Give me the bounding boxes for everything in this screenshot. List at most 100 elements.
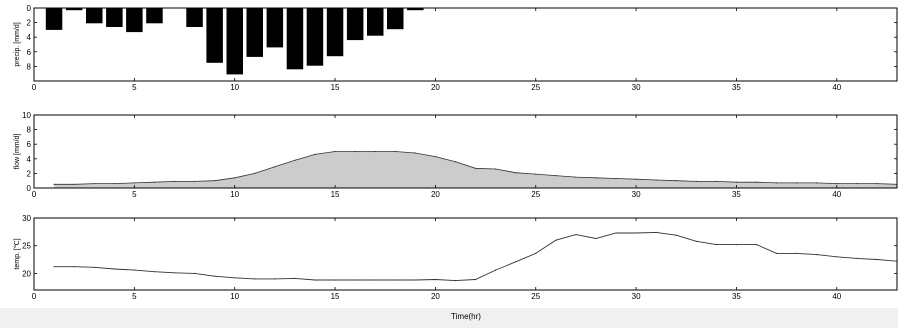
flow-point xyxy=(254,172,256,174)
temp-point xyxy=(675,234,677,236)
flow-point xyxy=(735,181,738,183)
flow-point xyxy=(274,166,276,168)
flow-point xyxy=(796,182,798,184)
chart-panel-2: 0 5 10 15 20 25 30 35 40 0 2 4 6 8 10 flow [mm/d] xyxy=(14,111,898,199)
temp-point xyxy=(314,279,316,281)
temp-point xyxy=(354,279,356,281)
x-tick-label: 10 xyxy=(230,190,239,199)
temp-point xyxy=(73,266,75,268)
precip-bar xyxy=(106,8,123,27)
y-axis-label: precip. [mm/d] xyxy=(14,22,21,66)
x-tick-label: 20 xyxy=(431,190,440,199)
flow-point xyxy=(354,150,356,153)
temp-point xyxy=(796,252,798,254)
temp-point xyxy=(836,256,838,258)
plot-frame xyxy=(33,7,898,82)
temp-point xyxy=(816,254,818,256)
flow-point xyxy=(695,180,697,182)
precip-bar xyxy=(126,8,143,33)
flow-area xyxy=(54,151,898,188)
flow-point xyxy=(93,183,95,185)
y-tick-label: 25 xyxy=(22,242,31,251)
x-tick-label: 0 xyxy=(32,292,37,301)
x-tick-label: 30 xyxy=(632,292,641,301)
temp-point xyxy=(495,269,497,271)
temp-point xyxy=(194,272,196,274)
plot-frame xyxy=(33,217,898,291)
flow-point xyxy=(776,182,778,184)
flow-point xyxy=(113,183,115,185)
precip-bar xyxy=(65,8,83,11)
flow-point xyxy=(214,180,216,182)
flow-point xyxy=(374,150,376,153)
temp-point xyxy=(173,272,176,274)
x-tick-label: 35 xyxy=(732,83,741,92)
temp-point xyxy=(555,239,557,241)
temp-point xyxy=(695,240,697,242)
temp-point xyxy=(334,279,336,281)
precip-bar xyxy=(306,8,324,66)
temp-point xyxy=(735,244,738,246)
x-tick-label: 20 xyxy=(431,292,440,301)
temp-point xyxy=(515,261,517,263)
y-tick-label: 20 xyxy=(22,269,31,278)
temp-point xyxy=(776,252,778,254)
temp-point xyxy=(374,279,376,281)
temp-point xyxy=(635,232,637,234)
flow-point xyxy=(515,172,517,174)
temp-point xyxy=(254,278,256,280)
precip-bar xyxy=(45,8,63,30)
flow-point xyxy=(314,153,316,155)
flow-point xyxy=(876,183,878,185)
temp-point xyxy=(454,280,457,282)
temp-point xyxy=(715,244,718,246)
temp-point xyxy=(153,271,155,273)
precip-bar xyxy=(146,8,163,24)
temp-point xyxy=(535,252,537,254)
temp-point xyxy=(755,244,758,246)
precip-bar xyxy=(246,8,263,57)
temp-point xyxy=(234,277,236,279)
flow-point xyxy=(755,181,758,183)
flow-point xyxy=(394,150,396,153)
temp-point xyxy=(414,279,416,281)
flow-point xyxy=(434,156,436,158)
x-tick-label: 15 xyxy=(331,292,340,301)
chart-panel-1: 0 5 10 15 20 25 30 35 40 0 2 4 6 8 precip. [mm/d] xyxy=(14,4,898,92)
x-tick-label: 30 xyxy=(632,83,641,92)
temp-point xyxy=(615,232,617,234)
y-tick-label: 6 xyxy=(27,140,32,149)
x-tick-label: 5 xyxy=(132,292,137,301)
x-tick-label: 5 xyxy=(132,83,137,92)
y-tick-label: 0 xyxy=(27,184,32,193)
y-tick-label: 2 xyxy=(27,169,32,178)
y-tick-label: 6 xyxy=(27,48,32,57)
temp-point xyxy=(394,279,396,281)
temp-line xyxy=(54,231,898,282)
temp-point xyxy=(575,234,577,236)
flow-point xyxy=(294,159,296,161)
x-tick-label: 5 xyxy=(132,190,137,199)
flow-point xyxy=(595,177,597,179)
x-tick-label: 20 xyxy=(431,83,440,92)
temp-point xyxy=(93,266,95,268)
x-tick-label: 25 xyxy=(531,292,540,301)
flow-point xyxy=(816,182,818,184)
precip-bar xyxy=(206,8,223,63)
flow-point xyxy=(173,180,176,182)
flow-point xyxy=(856,183,858,185)
x-tick-label: 25 xyxy=(531,190,540,199)
x-tick-label: 40 xyxy=(832,292,841,301)
temp-point xyxy=(274,278,276,280)
temp-point xyxy=(133,269,135,271)
x-tick-label: 15 xyxy=(331,190,340,199)
xlabel-strip xyxy=(0,308,898,323)
flow-point xyxy=(655,179,657,181)
y-tick-label: 4 xyxy=(27,33,32,42)
y-tick-label: 2 xyxy=(27,19,32,28)
y-axis-label: temp. [℃] xyxy=(14,238,21,269)
x-tick-label: 30 xyxy=(632,190,641,199)
x-tick-label: 25 xyxy=(531,83,540,92)
y-tick-label: 4 xyxy=(27,155,32,164)
